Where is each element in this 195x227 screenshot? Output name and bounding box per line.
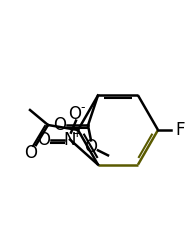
Text: O: O <box>25 144 37 162</box>
Text: N: N <box>64 131 76 149</box>
Text: +: + <box>72 127 82 140</box>
Text: O: O <box>68 105 82 123</box>
Text: F: F <box>175 121 185 139</box>
Text: O: O <box>53 116 66 134</box>
Text: O: O <box>37 131 51 149</box>
Text: O: O <box>84 138 98 156</box>
Text: -: - <box>81 101 85 114</box>
